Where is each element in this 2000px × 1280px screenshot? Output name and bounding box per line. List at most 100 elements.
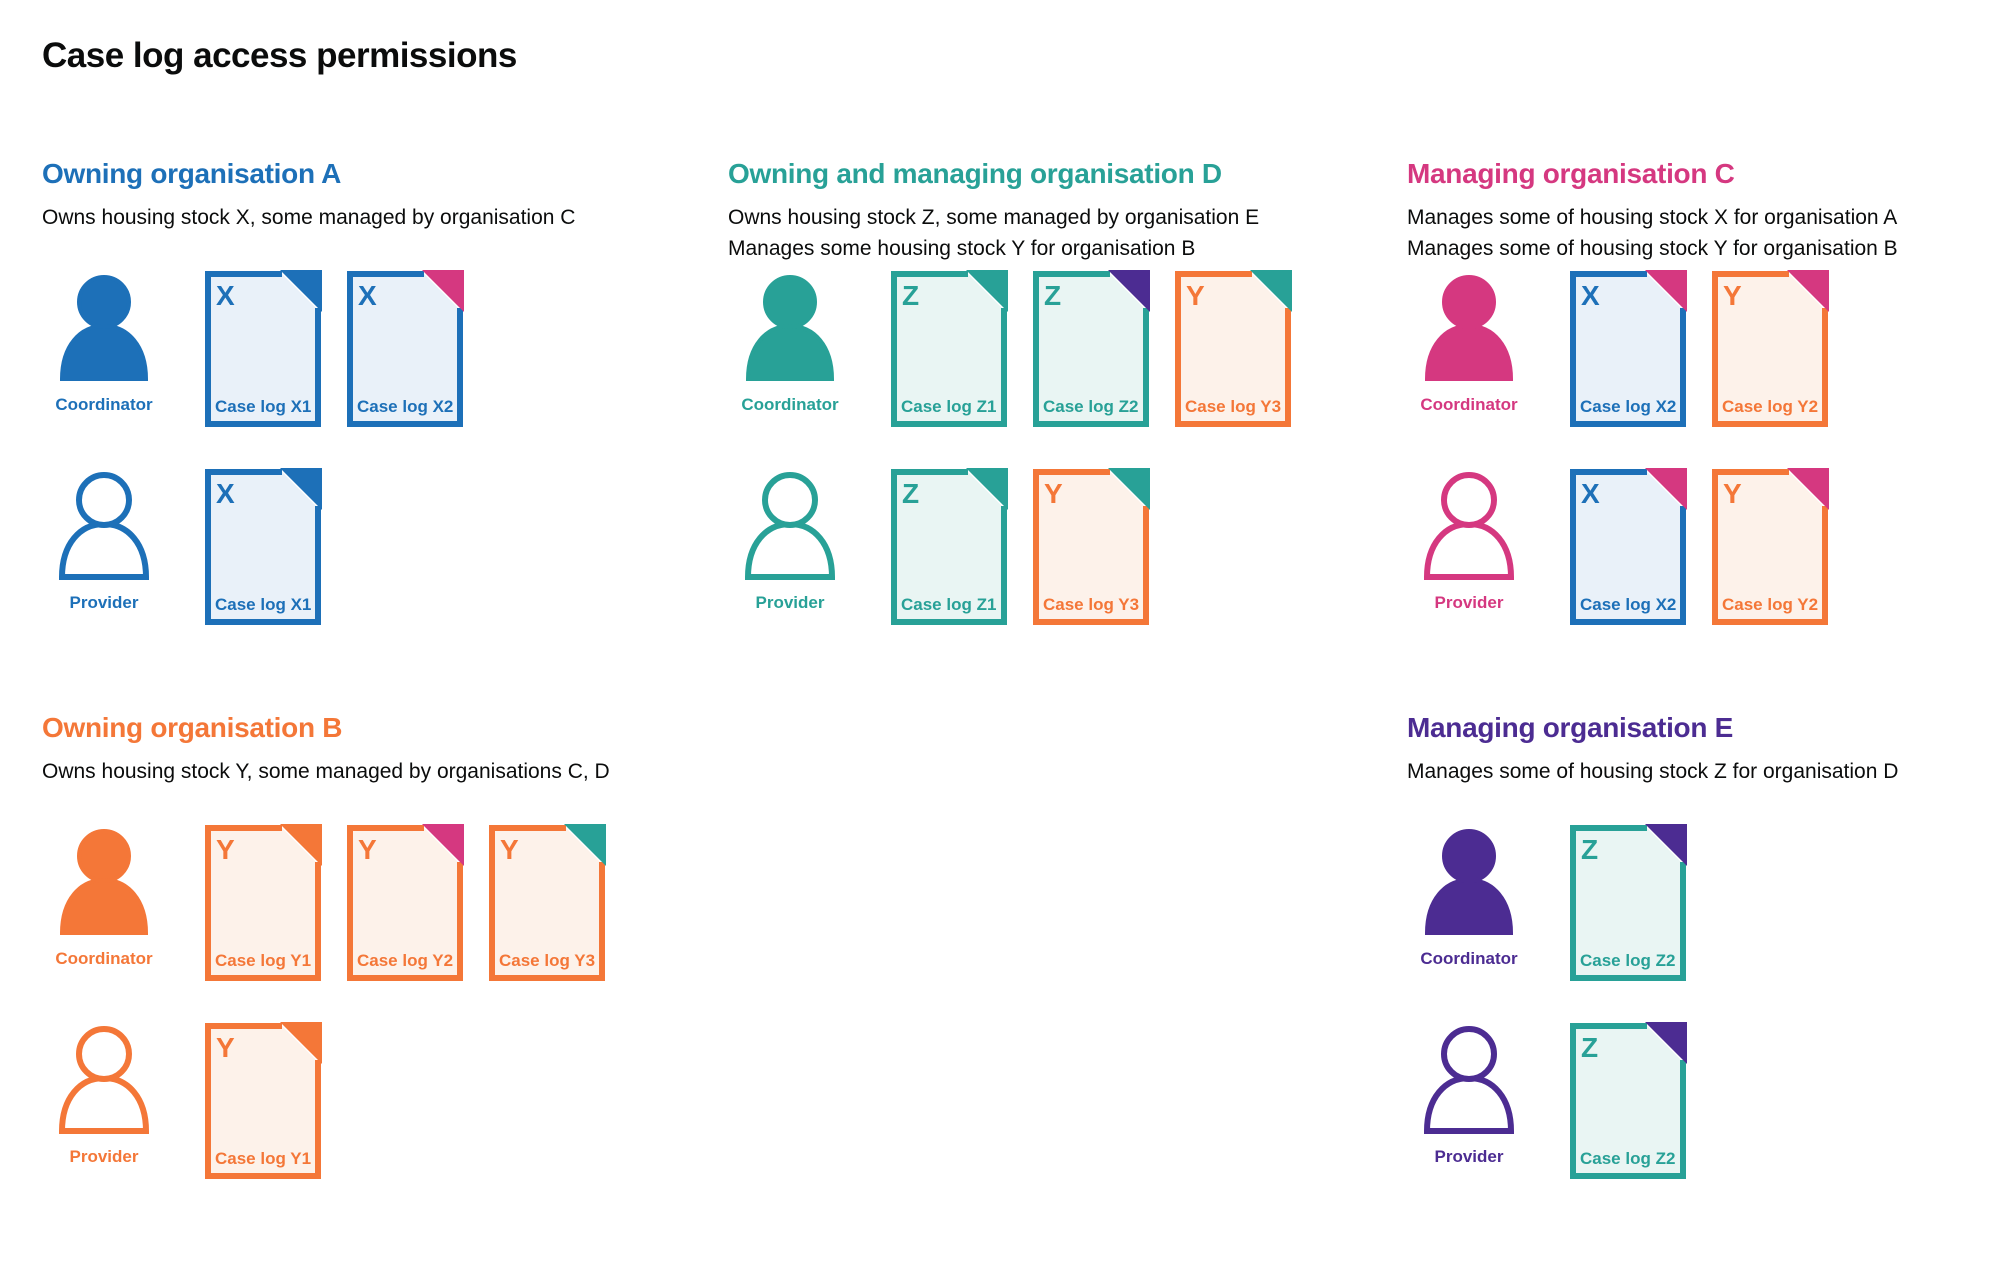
folded-corner-icon	[1645, 468, 1687, 510]
folded-corner-icon	[1787, 468, 1829, 510]
person-head	[77, 829, 131, 883]
role-label: Provider	[755, 593, 825, 612]
case-log-document: X Case log X2	[347, 270, 464, 427]
document-border	[205, 469, 321, 625]
document-label: Case log Y2	[1722, 595, 1818, 614]
person-block-provider: Provider	[42, 1022, 166, 1167]
person-outline-icon	[1423, 1026, 1515, 1134]
person-head	[76, 472, 132, 528]
document-border	[1033, 271, 1149, 427]
section-owning-and-managing-organisation-d: Owning and managing organisation D Owns …	[728, 158, 1388, 625]
document-letter: Y	[358, 834, 377, 865]
person-block-coordinator: Coordinator	[1407, 270, 1531, 415]
document-border	[347, 825, 463, 981]
case-log-document: Z Case log Z2	[1033, 270, 1150, 427]
org-subtitle: Owns housing stock Z, some managed by or…	[728, 202, 1388, 264]
folded-corner-icon	[1108, 468, 1150, 510]
org-title: Owning organisation A	[42, 158, 342, 189]
person-block-provider: Provider	[1407, 1022, 1531, 1167]
document-page	[894, 472, 1004, 622]
org-subtitle-line: Manages some housing stock Y for organis…	[728, 237, 1196, 260]
document-border	[205, 825, 321, 981]
org-subtitle: Manages some of housing stock X for orga…	[1407, 202, 2000, 264]
document-label: Case log Z1	[901, 595, 996, 614]
case-log-document: Y Case log Y2	[347, 824, 464, 981]
document-letter: Y	[1723, 478, 1742, 509]
section-managing-organisation-e: Managing organisation E Manages some of …	[1407, 712, 2000, 1179]
case-log-document: Y Case log Y3	[1033, 468, 1150, 625]
person-outline-icon	[58, 1026, 150, 1134]
case-log-document: Z Case log Z2	[1570, 824, 1687, 981]
document-label: Case log X2	[1580, 595, 1676, 614]
case-log-documents: X Case log X1 X Case log X2	[204, 270, 464, 428]
role-label: Coordinator	[741, 395, 839, 414]
role-label: Provider	[1434, 1147, 1504, 1166]
document-letter: Y	[216, 834, 235, 865]
folded-corner-icon	[1108, 270, 1150, 312]
person-head	[762, 472, 818, 528]
person-body	[59, 323, 149, 381]
person-filled-icon	[59, 829, 149, 935]
document-label: Case log Z1	[901, 397, 996, 416]
org-subtitle: Owns housing stock X, some managed by or…	[42, 202, 702, 233]
document-border	[1570, 1023, 1686, 1179]
document-letter: Z	[902, 280, 919, 311]
person-outline-icon	[1423, 472, 1515, 580]
document-label: Case log Y1	[215, 951, 311, 970]
org-subtitle: Owns housing stock Y, some managed by or…	[42, 756, 702, 787]
document-letter: Z	[902, 478, 919, 509]
folded-corner-icon	[1250, 270, 1292, 312]
document-border	[1712, 469, 1828, 625]
org-title: Managing organisation C	[1407, 158, 1735, 189]
person-body	[1423, 1074, 1515, 1134]
person-block-coordinator: Coordinator	[42, 824, 166, 969]
document-label: Case log Y3	[499, 951, 595, 970]
document-page	[1715, 472, 1825, 622]
role-row-provider: Provider X Case log X1	[42, 468, 322, 626]
case-log-documents: X Case log X1	[204, 468, 322, 626]
person-block-provider: Provider	[42, 468, 166, 613]
document-border	[1033, 469, 1149, 625]
document-border	[205, 271, 321, 427]
section-owning-organisation-a: Owning organisation A Owns housing stock…	[42, 158, 702, 625]
document-letter: X	[216, 478, 235, 509]
folded-corner-icon	[564, 824, 606, 866]
org-subtitle-line: Owns housing stock Z, some managed by or…	[728, 206, 1260, 229]
document-page	[894, 274, 1004, 424]
person-block-coordinator: Coordinator	[42, 270, 166, 415]
org-title: Owning and managing organisation D	[728, 158, 1222, 189]
folded-corner-icon	[1645, 1022, 1687, 1064]
folded-corner-icon	[966, 468, 1008, 510]
folded-corner-icon	[280, 468, 322, 510]
case-log-document: X Case log X2	[1570, 270, 1687, 427]
role-label: Provider	[1434, 593, 1504, 612]
case-log-document: Z Case log Z2	[1570, 1022, 1687, 1179]
case-log-documents: Z Case log Z2	[1569, 1022, 1687, 1180]
person-body	[59, 877, 149, 935]
document-page	[350, 828, 460, 978]
role-label: Provider	[69, 593, 139, 612]
case-log-documents: Y Case log Y1 Y Case log Y2 Y Case log Y…	[204, 824, 606, 982]
document-letter: X	[1581, 478, 1600, 509]
document-letter: X	[216, 280, 235, 311]
person-filled-icon	[1424, 829, 1514, 935]
document-letter: Z	[1581, 1032, 1598, 1063]
case-log-document: Z Case log Z1	[891, 468, 1008, 625]
case-log-document: Y Case log Y2	[1712, 468, 1829, 625]
case-log-document: Y Case log Y1	[205, 824, 322, 981]
folded-corner-icon	[966, 270, 1008, 312]
case-log-document: X Case log X1	[205, 270, 322, 427]
org-title: Managing organisation E	[1407, 712, 1734, 743]
case-log-documents: Z Case log Z2	[1569, 824, 1687, 982]
document-label: Case log X2	[1580, 397, 1676, 416]
case-log-document: X Case log X1	[205, 468, 322, 625]
person-filled-icon	[1424, 275, 1514, 381]
section-owning-organisation-b: Owning organisation B Owns housing stock…	[42, 712, 702, 1179]
role-row-coordinator: Coordinator X Case log X1 X Case log X2	[42, 270, 464, 428]
document-label: Case log X2	[357, 397, 453, 416]
document-label: Case log Y3	[1185, 397, 1281, 416]
person-head	[763, 275, 817, 329]
document-letter: Y	[1186, 280, 1205, 311]
document-page	[208, 472, 318, 622]
